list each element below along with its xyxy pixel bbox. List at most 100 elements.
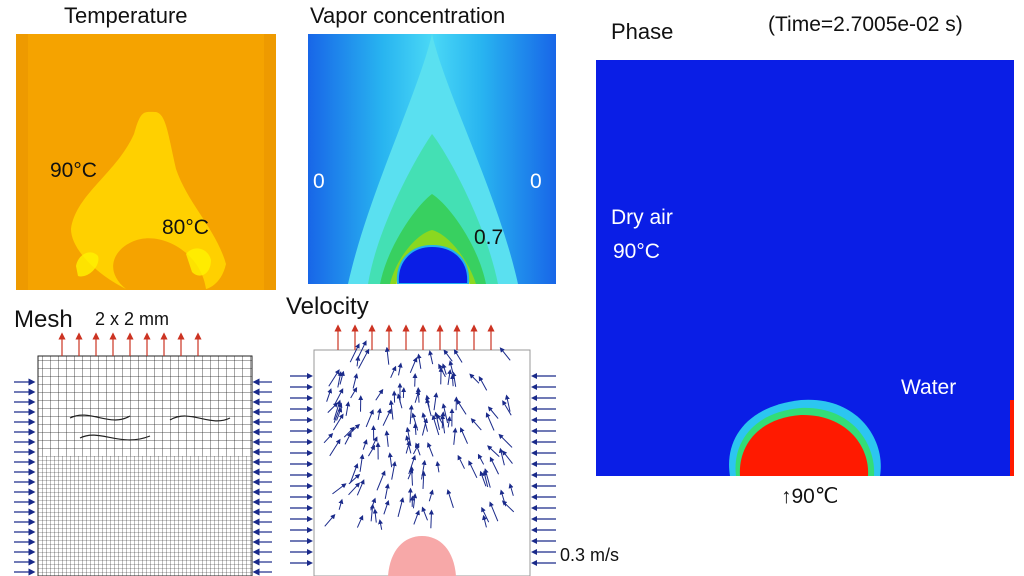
velocity-vector — [508, 483, 514, 496]
velocity-vector — [328, 369, 340, 387]
velocity-droplet — [388, 536, 456, 576]
phase-title: Phase — [611, 19, 674, 44]
velocity-vector — [338, 498, 344, 510]
velocity-vector — [498, 447, 505, 466]
velocity-vector — [413, 509, 420, 525]
velocity-vector — [433, 392, 439, 411]
velocity-vector — [443, 349, 453, 362]
velocity-vector — [383, 499, 390, 515]
mesh-title: Mesh — [14, 306, 73, 333]
velocity-vector — [482, 514, 487, 528]
velocity-vector — [482, 470, 489, 488]
velocity-scale-label: 0.3 m/s — [560, 545, 620, 565]
water-label: Water — [901, 376, 957, 399]
velocity-vector — [425, 398, 432, 417]
velocity-vector — [372, 508, 378, 523]
velocity-vector — [343, 426, 355, 438]
velocity-vector — [345, 401, 351, 416]
velocity-vector — [356, 514, 364, 528]
velocity-field — [290, 324, 556, 576]
velocity-vector — [446, 489, 454, 508]
temperature-field — [16, 34, 276, 290]
phase-field — [596, 60, 1014, 476]
velocity-vector — [485, 412, 495, 431]
velocity-vector — [421, 417, 429, 436]
velocity-vector — [359, 453, 365, 472]
velocity-vector — [348, 482, 361, 496]
velocity-vector — [498, 433, 513, 448]
velocity-vector — [390, 365, 397, 379]
velocity-vector — [428, 489, 434, 502]
velocity-vector — [477, 453, 485, 465]
velocity-vector — [332, 413, 344, 431]
phase-plot — [596, 60, 1014, 476]
velocity-vector — [431, 414, 440, 436]
velocity-vector — [452, 427, 458, 445]
velocity-vector — [409, 356, 418, 374]
velocity-vector — [384, 346, 390, 365]
velocity-vector — [479, 470, 487, 487]
velocity-vector — [376, 470, 386, 491]
velocity-vector — [350, 386, 358, 399]
velocity-vector — [356, 479, 365, 496]
temperature-label-80: 80°C — [162, 216, 209, 239]
velocity-vector — [349, 463, 359, 484]
velocity-vector — [446, 415, 452, 428]
velocity-vector — [421, 506, 428, 521]
velocity-vector — [332, 483, 347, 495]
velocity-vector — [337, 371, 343, 388]
velocity-vector — [425, 394, 431, 408]
velocity-vector — [329, 438, 341, 457]
velocity-vector — [447, 369, 453, 385]
temperature-label-90: 90°C — [50, 159, 97, 182]
velocity-vector — [384, 483, 390, 499]
velocity-vector — [435, 460, 441, 473]
velocity-vector — [428, 509, 434, 529]
velocity-vector — [369, 503, 375, 522]
mesh-size-label: 2 x 2 mm — [95, 309, 170, 329]
velocity-vector — [499, 347, 511, 361]
velocity-vector — [489, 501, 499, 522]
temperature-title: Temperature — [64, 3, 188, 28]
velocity-vector — [487, 406, 499, 419]
velocity-vector — [355, 355, 361, 367]
velocity-vector — [339, 370, 345, 385]
velocity-vector — [412, 422, 418, 435]
mesh-plot — [10, 328, 275, 576]
velocity-vector — [448, 360, 454, 374]
vapor-title: Vapor concentration — [310, 3, 506, 28]
velocity-vector — [367, 444, 376, 457]
velocity-vector — [333, 402, 343, 423]
velocity-title: Velocity — [286, 293, 369, 320]
velocity-vector — [397, 362, 403, 376]
velocity-vector — [376, 407, 382, 421]
velocity-vector — [459, 427, 469, 444]
velocity-vector — [323, 432, 334, 444]
velocity-vector — [324, 513, 336, 527]
velocity-vector — [334, 388, 344, 404]
vapor-field — [308, 34, 556, 284]
velocity-vector — [457, 454, 465, 469]
vapor-label-right: 0 — [530, 170, 542, 193]
velocity-vector — [349, 343, 360, 363]
velocity-vector — [414, 389, 421, 403]
bottom-temp-label: ↑90℃ — [781, 485, 839, 508]
velocity-vector — [365, 409, 374, 428]
velocity-vector — [426, 442, 434, 457]
velocity-vector — [450, 374, 456, 387]
velocity-vector — [421, 470, 427, 489]
velocity-vector — [489, 456, 500, 475]
velocity-vector — [470, 418, 482, 431]
velocity-vector — [412, 442, 420, 455]
velocity-vector — [428, 350, 434, 365]
velocity-vector — [333, 399, 342, 420]
velocity-vector — [326, 388, 333, 402]
velocity-vector — [416, 353, 422, 369]
velocity-vector — [407, 468, 414, 480]
velocity-vector — [397, 497, 405, 517]
velocity-vector — [362, 439, 368, 450]
velocity-vector — [408, 404, 414, 425]
vapor-label-center: 0.7 — [474, 226, 504, 249]
velocity-vector — [487, 445, 500, 457]
velocity-vector — [481, 506, 490, 523]
